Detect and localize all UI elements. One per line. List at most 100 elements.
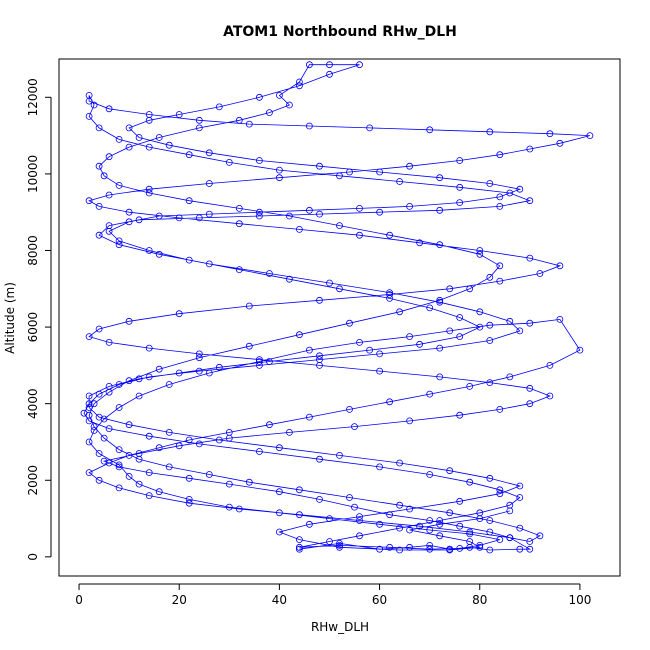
data-point <box>496 193 504 201</box>
data-point <box>326 538 333 545</box>
data-point <box>115 461 123 469</box>
data-point <box>215 436 223 444</box>
data-point <box>351 423 358 431</box>
data-point <box>506 507 514 515</box>
data-point <box>135 392 143 400</box>
x-axis-label: RHw_DLH <box>311 620 369 634</box>
data-point <box>95 390 103 398</box>
data-point <box>275 509 283 517</box>
data-point <box>145 116 153 124</box>
data-point <box>496 277 504 285</box>
data-point <box>496 536 504 543</box>
data-point <box>356 231 363 239</box>
data-point <box>195 116 203 124</box>
data-point <box>486 379 494 387</box>
data-point <box>386 543 394 551</box>
data-point <box>516 327 524 335</box>
data-point <box>436 373 444 381</box>
data-point <box>155 134 163 141</box>
data-point <box>376 520 384 528</box>
data-point <box>346 168 353 176</box>
data-point <box>145 344 153 352</box>
data-point <box>165 381 173 388</box>
data-point <box>366 124 374 132</box>
data-point <box>275 92 283 99</box>
data-point <box>506 317 514 325</box>
x-tick-label: 60 <box>372 593 387 607</box>
data-point <box>346 494 353 501</box>
data-point <box>456 497 464 505</box>
data-point <box>105 227 113 235</box>
data-point <box>336 543 343 551</box>
data-point <box>356 204 363 212</box>
data-point <box>255 93 263 101</box>
data-point <box>416 340 424 348</box>
data-point <box>376 208 384 216</box>
data-point <box>536 270 544 277</box>
data-point <box>90 101 98 109</box>
data-point <box>426 545 434 553</box>
data-point <box>85 411 93 419</box>
data-point <box>125 208 133 216</box>
data-point <box>105 425 113 433</box>
data-point <box>265 358 273 365</box>
data-point <box>456 522 464 530</box>
data-point <box>486 180 494 187</box>
data-point <box>85 469 93 477</box>
data-point <box>145 189 153 197</box>
data-point <box>255 448 263 455</box>
y-axis-label: Altitude (m) <box>3 282 17 354</box>
data-point <box>486 517 494 524</box>
data-point <box>125 421 133 429</box>
data-point <box>316 296 323 304</box>
data-point <box>275 166 283 174</box>
x-tick-label: 20 <box>172 593 187 607</box>
data-point <box>195 354 203 362</box>
data-point <box>90 427 98 434</box>
data-point <box>185 495 193 503</box>
data-point <box>125 317 133 325</box>
data-point <box>426 542 434 549</box>
data-point <box>285 212 293 220</box>
data-point <box>426 304 434 312</box>
y-tick-label: 12000 <box>26 78 40 116</box>
data-point <box>436 532 444 540</box>
data-point <box>115 463 123 471</box>
data-point <box>275 174 283 182</box>
data-point <box>346 319 353 327</box>
data-point <box>105 191 113 199</box>
y-tick-label: 2000 <box>26 465 40 496</box>
data-point <box>406 505 414 513</box>
data-point <box>285 428 293 436</box>
data-point <box>526 319 534 327</box>
data-point <box>496 490 504 498</box>
data-point <box>516 494 524 501</box>
data-point <box>326 515 333 522</box>
data-point <box>346 405 353 413</box>
data-point <box>356 517 363 524</box>
data-point <box>225 428 233 436</box>
data-point <box>376 168 384 176</box>
data-point <box>466 478 474 486</box>
data-point <box>265 109 273 116</box>
data-point <box>376 350 384 358</box>
data-point <box>215 363 223 371</box>
data-point <box>175 111 183 118</box>
data-point <box>165 428 173 436</box>
y-tick-label: 8000 <box>26 235 40 266</box>
data-point <box>275 444 283 452</box>
data-point <box>105 153 113 161</box>
data-point <box>446 285 454 293</box>
data-point <box>366 346 374 354</box>
data-point <box>466 382 474 390</box>
data-point <box>326 61 333 69</box>
data-point <box>205 180 213 187</box>
data-point <box>396 178 404 185</box>
data-point <box>275 528 283 536</box>
data-point <box>526 254 534 262</box>
data-point <box>105 382 113 390</box>
y-tick-label: 10000 <box>26 155 40 193</box>
data-point <box>185 474 193 482</box>
data-point <box>125 143 133 151</box>
data-point <box>316 162 323 170</box>
